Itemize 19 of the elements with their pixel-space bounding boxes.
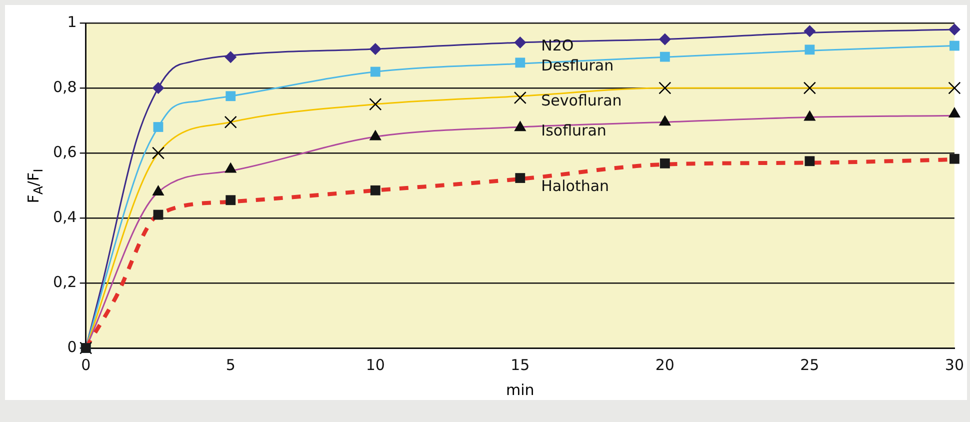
series-label: Desfluran — [541, 56, 614, 75]
y-tick-label: 1 — [67, 12, 77, 31]
x-axis-title: min — [506, 381, 534, 399]
series-label: Halothan — [541, 176, 610, 195]
x-tick-label: 5 — [226, 356, 236, 374]
x-tick-label: 25 — [800, 356, 820, 374]
x-tick-label: 0 — [81, 356, 91, 374]
y-tick-label: 0,4 — [52, 208, 77, 226]
y-tick-label: 0,6 — [52, 142, 77, 161]
y-tick-label: 0 — [67, 338, 77, 356]
x-tick-label: 10 — [366, 356, 385, 374]
x-tick-label: 15 — [510, 356, 530, 374]
x-tick-label: 20 — [655, 356, 674, 374]
y-tick-label: 0,2 — [52, 272, 77, 291]
y-tick-label: 0,8 — [52, 78, 77, 96]
series-label: N2O — [541, 36, 574, 54]
x-tick-label: 30 — [944, 356, 964, 374]
series-label: Isofluran — [541, 122, 606, 140]
series-label: Sevofluran — [541, 92, 622, 110]
